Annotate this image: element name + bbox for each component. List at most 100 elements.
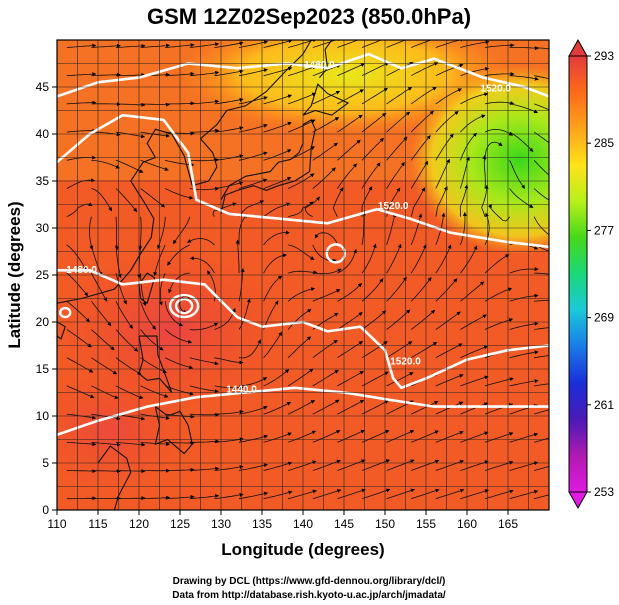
contour-central bbox=[57, 113, 549, 249]
streamline bbox=[533, 216, 549, 236]
streamline bbox=[238, 405, 268, 415]
streamline bbox=[263, 149, 292, 161]
streamline bbox=[482, 154, 487, 189]
streamline bbox=[91, 72, 121, 77]
streamline bbox=[115, 329, 139, 352]
streamline bbox=[435, 401, 464, 415]
streamline bbox=[534, 409, 549, 415]
streamline bbox=[435, 374, 464, 387]
streamline bbox=[168, 272, 190, 294]
streamline bbox=[189, 357, 219, 366]
streamline bbox=[140, 301, 157, 330]
closed-contour-1 bbox=[174, 297, 194, 315]
streamline bbox=[66, 357, 94, 373]
streamline bbox=[411, 40, 440, 48]
streamline bbox=[288, 40, 317, 48]
streamline bbox=[214, 69, 244, 77]
streamline bbox=[66, 202, 93, 218]
streamline bbox=[91, 441, 121, 447]
coast-visayas-mindanao bbox=[154, 406, 193, 455]
streamline bbox=[312, 430, 341, 443]
colorbar-top-cap bbox=[568, 38, 588, 57]
lat-lon-grid bbox=[57, 40, 549, 510]
x-tick-label: 145 bbox=[334, 517, 354, 531]
streamline bbox=[410, 244, 427, 274]
streamline bbox=[238, 213, 248, 245]
streamline bbox=[238, 200, 265, 217]
streamline bbox=[287, 368, 314, 387]
colorbar-tick-label: 253 bbox=[594, 485, 614, 499]
streamline bbox=[288, 400, 316, 415]
streamline bbox=[533, 188, 549, 201]
contour-label: 1480.0 bbox=[66, 265, 97, 276]
streamline bbox=[435, 244, 452, 274]
streamline bbox=[484, 101, 515, 106]
colorbar-tick-label: 277 bbox=[594, 223, 614, 237]
streamline bbox=[460, 281, 485, 302]
streamline bbox=[534, 494, 549, 500]
streamline bbox=[411, 341, 438, 359]
streamline bbox=[115, 159, 144, 173]
streamline bbox=[66, 100, 97, 105]
south-warm-region bbox=[60, 250, 280, 410]
streamline bbox=[140, 273, 147, 307]
streamline bbox=[186, 238, 215, 246]
streamline bbox=[167, 244, 190, 266]
streamline bbox=[509, 160, 526, 189]
x-tick-label: 135 bbox=[252, 517, 272, 531]
streamline bbox=[484, 254, 510, 274]
streamline bbox=[361, 278, 384, 302]
streamline bbox=[165, 385, 194, 396]
closed-contour-2 bbox=[325, 243, 346, 264]
y-tick-label: 40 bbox=[36, 127, 50, 141]
streamline bbox=[459, 184, 469, 217]
streamline bbox=[460, 345, 489, 359]
streamline bbox=[91, 159, 120, 169]
streamline bbox=[386, 276, 407, 302]
contour-label: 1480.0 bbox=[304, 60, 335, 71]
credit-data-source: Data from http://database.rish.kyoto-u.a… bbox=[172, 590, 446, 601]
streamline bbox=[288, 430, 317, 443]
streamline bbox=[533, 131, 549, 144]
streamline bbox=[165, 159, 195, 167]
x-tick-label: 110 bbox=[47, 517, 66, 531]
streamline bbox=[314, 232, 338, 246]
chart-title: GSM 12Z02Sep2023 (850.0hPa) bbox=[147, 4, 471, 29]
streamline bbox=[140, 413, 170, 420]
streamline bbox=[460, 375, 489, 387]
streamline bbox=[66, 469, 97, 474]
streamline bbox=[189, 128, 220, 133]
streamline bbox=[212, 202, 237, 217]
contour-south bbox=[57, 269, 549, 390]
x-tick-label: 120 bbox=[129, 517, 149, 531]
streamline bbox=[263, 369, 290, 387]
closed-contour-0 bbox=[168, 293, 200, 319]
streamline bbox=[66, 72, 97, 77]
streamline bbox=[410, 187, 426, 217]
streamline bbox=[189, 322, 219, 331]
streamline bbox=[214, 385, 244, 390]
streamline bbox=[410, 309, 436, 330]
streamline bbox=[116, 496, 146, 501]
streamline bbox=[140, 495, 171, 500]
streamline bbox=[164, 329, 193, 344]
streamline bbox=[214, 409, 244, 415]
colorbar-ticks: 293 285 277 269 261 253 bbox=[587, 49, 614, 499]
x-axis-ticks: 110 115 120 125 130 135 140 145 150 155 160 165 bbox=[47, 510, 518, 531]
streamline bbox=[287, 308, 312, 330]
streamline bbox=[337, 139, 361, 161]
streamline bbox=[66, 178, 95, 189]
streamline bbox=[115, 273, 127, 305]
streamline bbox=[214, 492, 244, 500]
streamline bbox=[460, 66, 490, 77]
streamline bbox=[165, 188, 194, 200]
streamline bbox=[263, 121, 292, 133]
streamline bbox=[91, 244, 103, 277]
streamline bbox=[509, 293, 539, 302]
streamline bbox=[238, 463, 268, 471]
streamline bbox=[411, 62, 439, 77]
streamline bbox=[189, 42, 220, 48]
streamline bbox=[66, 496, 97, 501]
streamline bbox=[189, 439, 220, 444]
streamline bbox=[140, 102, 171, 107]
